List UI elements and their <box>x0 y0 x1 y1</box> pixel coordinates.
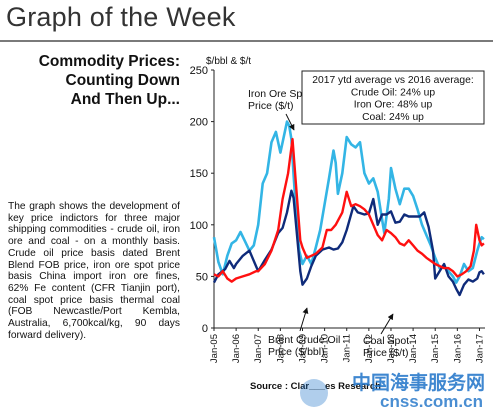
coal-series-label-line-2: Price ($/t) <box>363 347 409 359</box>
y-tick-label: 0 <box>202 323 208 335</box>
page-title: Graph of the Week <box>6 2 236 32</box>
annotation-line-1: 2017 ytd average vs 2016 average: <box>312 75 473 86</box>
iron-ore-series-arrow <box>285 113 295 131</box>
y-tick-label: 50 <box>196 271 208 283</box>
headline-block: Commodity Prices: Counting Down And Then… <box>8 52 180 109</box>
headline-line-2: Counting Down <box>65 72 181 89</box>
commodity-price-chart: $/bbl & $/t 0 50 100 150 200 250 Jan-05 Jan-06 Ja… <box>190 56 486 363</box>
headline-line-1: Commodity Prices: <box>38 53 180 70</box>
x-tick-label: Jan-08 <box>275 334 286 363</box>
crude-oil-series-arrow <box>299 307 309 332</box>
annotation-line-3: Iron Ore: 48% up <box>354 100 433 111</box>
x-tick-label: Jan-13 <box>386 334 397 363</box>
x-tick-label: Jan-10 <box>320 334 331 363</box>
annotation-box <box>301 70 485 125</box>
series-line-crude-oil <box>212 189 485 297</box>
x-tick-label: Jan-07 <box>253 334 264 363</box>
crude-oil-series-label-line-1: Brent Crude Oil <box>268 334 340 346</box>
coal-series-arrow <box>380 313 394 335</box>
x-tick-label: Jan-15 <box>430 334 441 363</box>
watermark-domain: cnss.com.cn <box>380 392 483 411</box>
watermark-logo-icon <box>300 379 328 407</box>
y-axis-label: $/bbl & $/t <box>206 56 251 67</box>
y-tick-label: 150 <box>190 168 208 180</box>
y-tick-label: 200 <box>190 117 208 129</box>
y-tick-label: 250 <box>190 65 208 77</box>
x-tick-label: Jan-09 <box>297 334 308 363</box>
annotation-line-2: Crude Oil: 24% up <box>351 87 435 98</box>
x-tick-label: Jan-05 <box>209 334 220 363</box>
source-caption: Source : Clar___es Research <box>250 381 381 392</box>
y-tick-label: 100 <box>190 220 208 232</box>
watermark-chinese: 中国海事服务网 <box>351 372 485 394</box>
crude-oil-series-label-line-2: Price ($/bbl) <box>268 346 325 358</box>
series-line-coal <box>213 137 485 283</box>
x-tick-label: Jan-12 <box>364 334 375 363</box>
x-tick-label: Jan-14 <box>408 334 419 363</box>
x-tick-label: Jan-06 <box>231 334 242 363</box>
x-tick-label: Jan-17 <box>474 334 485 363</box>
headline-line-3: And Then Up... <box>70 91 180 108</box>
coal-series-label-line-1: Coal Spot <box>363 335 409 347</box>
iron-ore-series-label-line-1: Iron Ore Spot <box>248 88 311 100</box>
iron-ore-series-label-line-2: Price ($/t) <box>248 100 294 112</box>
description-text: The graph shows the development of key p… <box>8 201 180 341</box>
x-tick-label: Jan-11 <box>342 334 353 362</box>
x-tick-label: Jan-16 <box>452 334 463 363</box>
title-divider <box>0 40 493 42</box>
annotation-line-4: Coal: 24% up <box>362 112 424 123</box>
